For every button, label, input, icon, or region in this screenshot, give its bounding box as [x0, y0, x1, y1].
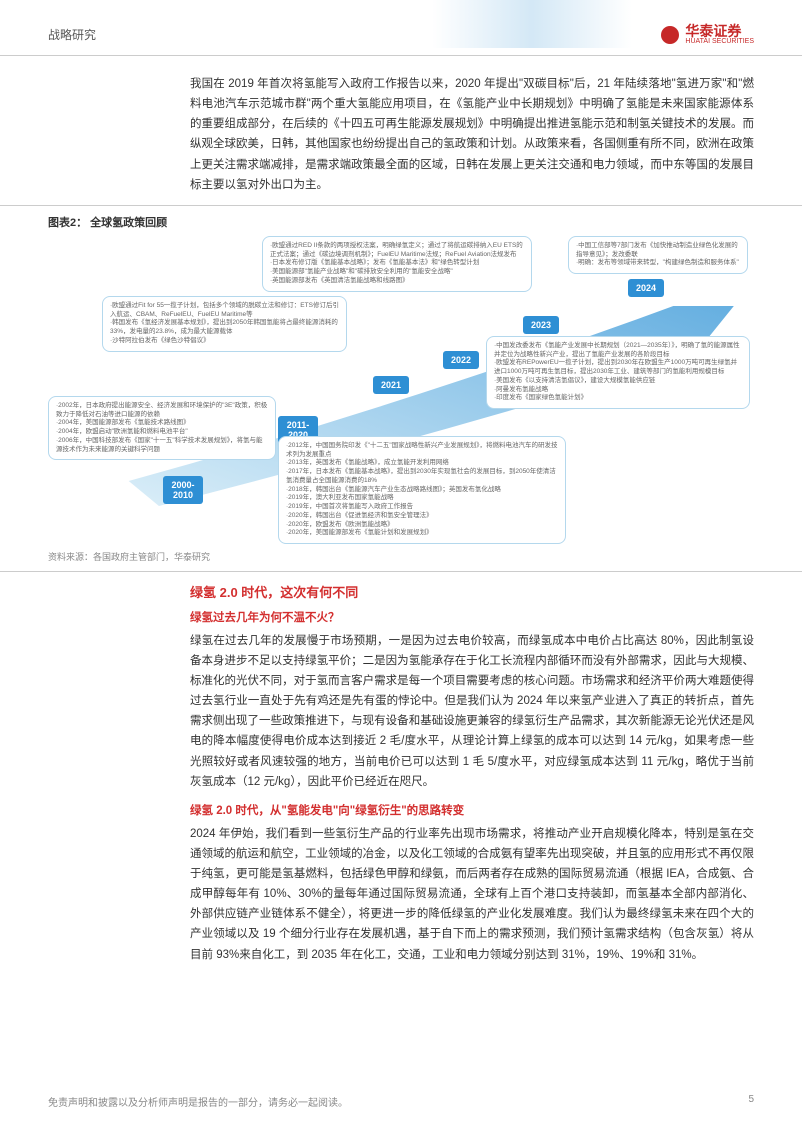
footer-disclaimer: 免责声明和披露以及分析师声明是报告的一部分，请务必一起阅读。: [48, 1094, 348, 1109]
timeline-annotation-box: ·2012年，中国国务院印发《"十二五"国家战略性新兴产业发展规划》，将燃料电池…: [278, 436, 566, 544]
subsection-1-heading: 绿氢过去几年为何不温不火？: [190, 609, 754, 625]
timeline-node: 2022: [443, 351, 479, 369]
subsection-2-body: 2024 年伊始，我们看到一些氢衍生产品的行业率先出现市场需求，将推动产业开启规…: [190, 824, 754, 965]
logo-icon: [661, 26, 679, 44]
timeline-annotation-box: ·中国发改委发布《氢能产业发展中长期规划（2021—2035年）》，明确了氢的能…: [486, 336, 750, 409]
header-category: 战略研究: [48, 26, 96, 43]
page-header: 战略研究 华泰证券 HUATAI SECURITIES: [0, 0, 802, 56]
section-green-hydrogen: 绿氢 2.0 时代，这次有何不同 绿氢过去几年为何不温不火？ 绿氢在过去几年的发…: [0, 572, 802, 965]
subsection-2-heading: 绿氢 2.0 时代，从"氢能发电"向"绿氢衍生"的思路转变: [190, 802, 754, 818]
intro-paragraph: 我国在 2019 年首次将氢能写入政府工作报告以来，2020 年提出"双碳目标"…: [0, 56, 802, 205]
timeline-chart: 2000- 20102011- 20202021202220232024 ·20…: [48, 236, 754, 546]
chart-title: 图表2： 全球氢政策回顾: [0, 205, 802, 236]
subsection-1-body: 绿氢在过去几年的发展慢于市场预期，一是因为过去电价较高，而绿氢成本中电价占比高达…: [190, 631, 754, 792]
timeline-node: 2024: [628, 279, 664, 297]
logo-text: 华泰证券 HUATAI SECURITIES: [685, 24, 754, 45]
logo-en: HUATAI SECURITIES: [685, 38, 754, 45]
chart-source: 资料来源：各国政府主管部门，华泰研究: [0, 546, 802, 572]
page-number: 5: [748, 1094, 754, 1109]
section-heading: 绿氢 2.0 时代，这次有何不同: [190, 582, 754, 601]
timeline-annotation-box: ·中国工信部等7部门发布《加快推动制造业绿色化发展的指导意见》；发改委联 ·明确…: [568, 236, 748, 274]
logo-cn: 华泰证券: [685, 24, 754, 38]
timeline-annotation-box: ·欧盟通过RED II条款的两项授权法案，明确绿氢定义；通过了将航运碳排纳入EU…: [262, 236, 532, 292]
timeline-node: 2000- 2010: [163, 476, 203, 504]
timeline-node: 2023: [523, 316, 559, 334]
page-footer: 免责声明和披露以及分析师声明是报告的一部分，请务必一起阅读。 5: [0, 1094, 802, 1109]
timeline-annotation-box: ·欧盟通过Fit for 55一揽子计划，包括多个领域的脱碳立法和修订：ETS修…: [102, 296, 347, 352]
timeline-node: 2021: [373, 376, 409, 394]
company-logo: 华泰证券 HUATAI SECURITIES: [661, 24, 754, 45]
timeline-annotation-box: ·2002年，日本政府提出能源安全、经济发展和环境保护的"3E"政策，积极致力于…: [48, 396, 276, 461]
